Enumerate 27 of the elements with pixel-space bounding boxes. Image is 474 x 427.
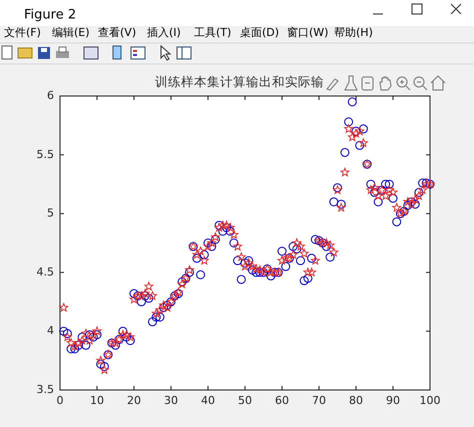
x-tick-label: 10 (90, 394, 104, 407)
text: 桌面(D) (240, 26, 280, 40)
y-tick-label: 6 (47, 89, 54, 102)
text: 查看(V) (98, 26, 136, 40)
text: 编辑(E) (52, 26, 90, 40)
text: 文件(F) (4, 26, 41, 40)
caption: Figure 2 (24, 8, 76, 23)
x-tick-label: 90 (386, 394, 400, 407)
y-tick-label: 4 (47, 324, 54, 338)
y-tick-label: 3.5 (36, 383, 54, 396)
x-tick-label: 40 (201, 394, 215, 407)
text: 工具(T) (194, 26, 232, 40)
x-tick-label: 70 (312, 394, 326, 407)
text: 插入(I) (147, 26, 181, 40)
x-tick-label: 60 (275, 394, 289, 407)
y-tick-label: 5.5 (36, 148, 54, 161)
x-tick-label: 0 (56, 394, 64, 407)
x-tick-label: 30 (164, 394, 178, 407)
x-tick-label: 100 (420, 394, 440, 407)
x-tick-label: 80 (349, 394, 363, 407)
text: 帮助(H) (334, 26, 373, 40)
y-tick-label: 4.5 (36, 265, 54, 278)
x-tick-label: 50 (238, 394, 252, 407)
chart-title: 训练样本集计算输出和实际输 (155, 74, 324, 89)
y-tick-label: 5 (47, 206, 54, 220)
x-tick-label: 20 (127, 394, 141, 407)
text: 窗口(W) (287, 26, 328, 40)
